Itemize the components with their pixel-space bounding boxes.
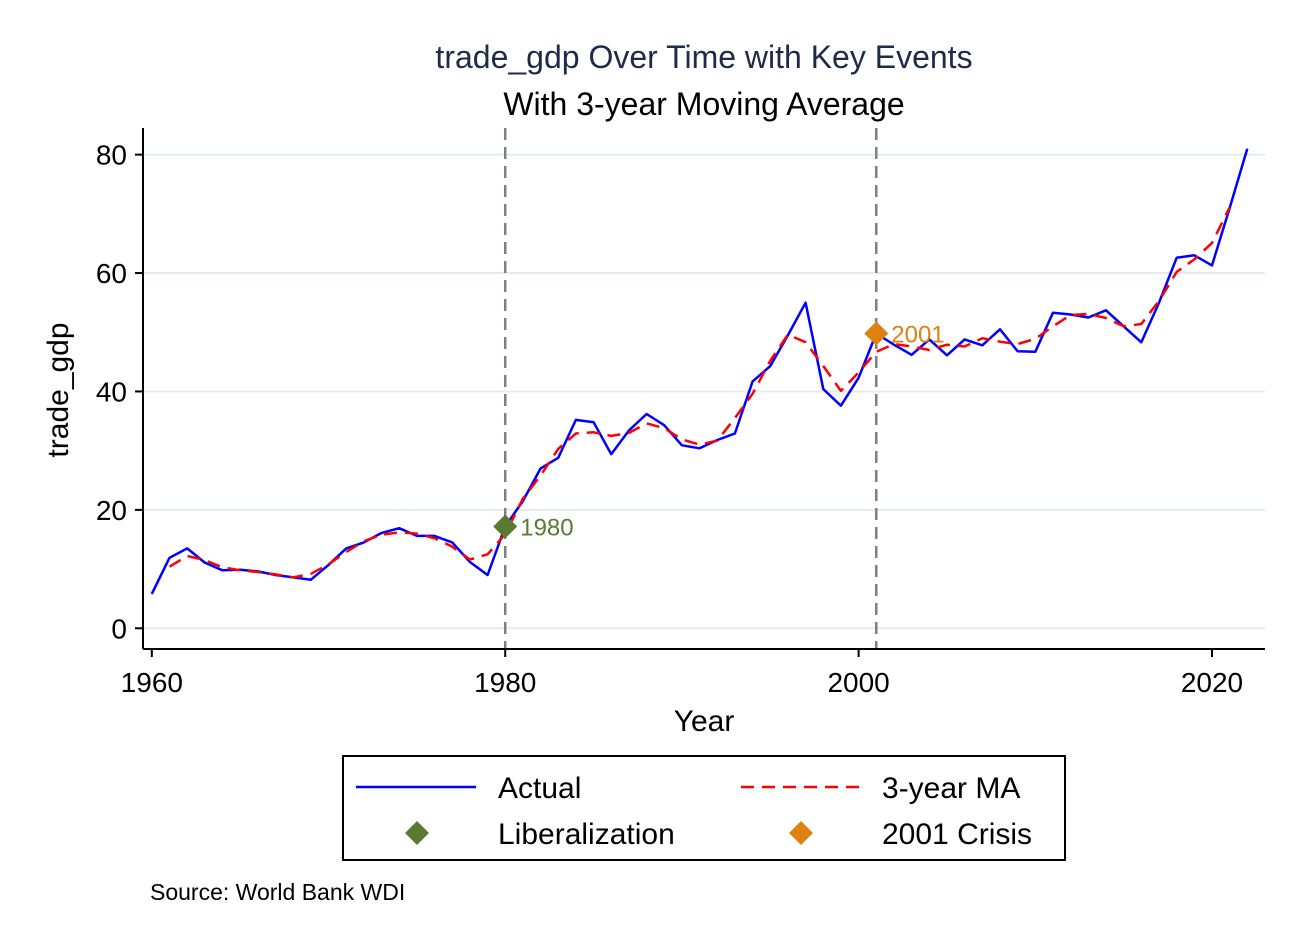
event-lines <box>503 128 878 649</box>
legend-swatch-liberalization <box>405 821 429 845</box>
legend-label-actual: Actual <box>498 772 581 805</box>
event-markers: 1980 2001 <box>493 321 945 541</box>
chart-title: trade_gdp Over Time with Key Events <box>435 39 972 75</box>
series-layer <box>150 148 1249 595</box>
y-tick-label-3: 60 <box>96 258 127 289</box>
x-axis-title: Year <box>674 705 735 738</box>
axes: 0 20 40 60 80 1960 1980 2000 2020 <box>96 128 1265 698</box>
y-tick-label-2: 40 <box>96 376 127 407</box>
x-tick-label-3: 2020 <box>1181 667 1243 698</box>
y-tick-label-4: 80 <box>96 140 127 171</box>
y-tick-label-0: 0 <box>111 613 127 644</box>
y-axis-title: trade_gdp <box>42 322 75 457</box>
grid-lines <box>143 153 1265 630</box>
y-tick-label-1: 20 <box>96 495 127 526</box>
chart-subtitle: With 3-year Moving Average <box>503 86 904 122</box>
legend-label-liberalization: Liberalization <box>498 818 675 851</box>
x-tick-label-1: 1980 <box>474 667 536 698</box>
legend-label-crisis: 2001 Crisis <box>882 818 1032 851</box>
event-label-2001: 2001 <box>891 321 944 348</box>
legend: Actual 3-year MA Liberalization 2001 Cri… <box>342 755 1066 861</box>
event-marker-2001 <box>864 321 889 346</box>
legend-box <box>342 755 1066 861</box>
event-marker-1980 <box>493 514 518 539</box>
legend-swatch-crisis <box>789 821 813 845</box>
x-tick-label-0: 1960 <box>121 667 183 698</box>
source-note: Source: World Bank WDI <box>150 879 405 905</box>
legend-label-ma: 3-year MA <box>882 772 1020 805</box>
x-tick-label-2: 2000 <box>827 667 889 698</box>
event-label-1980: 1980 <box>520 514 573 541</box>
